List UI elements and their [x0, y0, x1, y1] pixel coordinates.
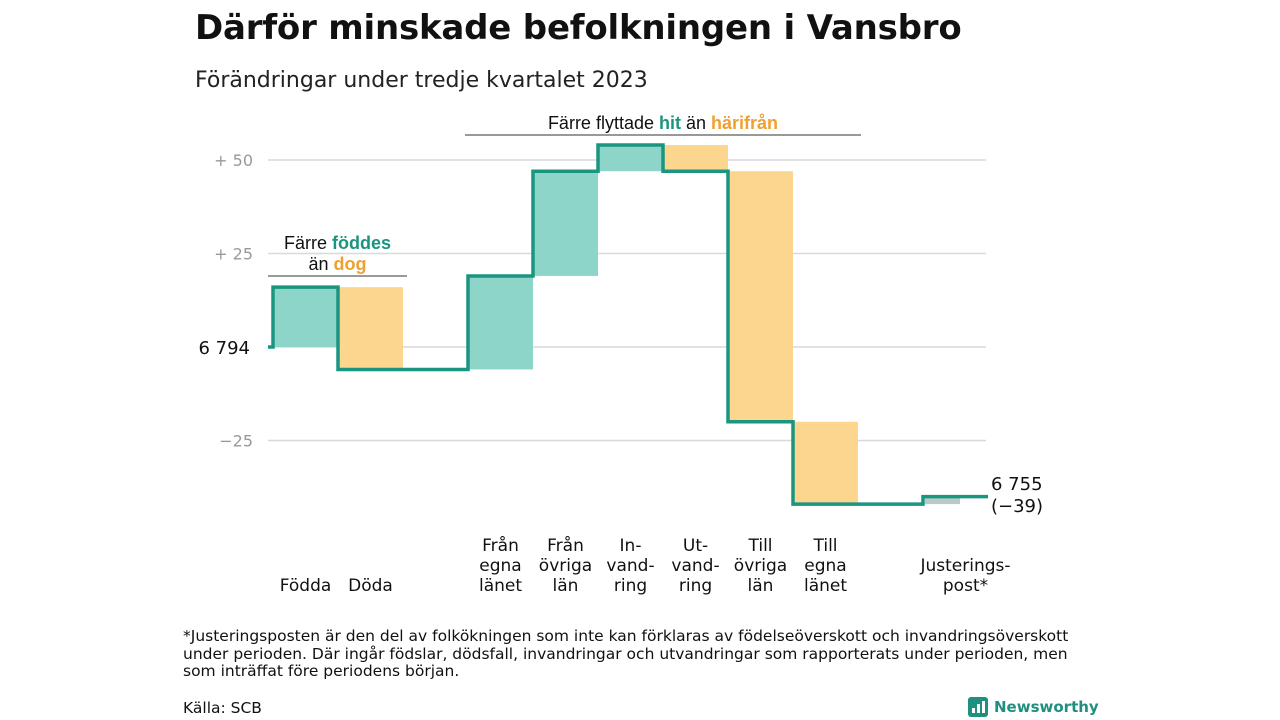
category-label: länet [479, 576, 522, 596]
waterfall-chart: + 50+ 25−25 Födda DödaFrånegnalänetFrånöv… [198, 113, 1043, 596]
footnote: *Justeringsposten är den del av folkökni… [183, 627, 1069, 680]
annotation-text: än dog [308, 254, 366, 274]
category-label: Till [812, 536, 837, 556]
brand-name: Newsworthy [994, 698, 1099, 716]
annotation-segment: hit [659, 113, 681, 133]
bar-döda [338, 287, 403, 370]
category-label: In- [620, 536, 642, 556]
category-label: län [748, 576, 774, 596]
category-label: Födda [280, 576, 332, 596]
category-label: övriga [539, 556, 592, 576]
bar-till [728, 171, 793, 422]
annotation-segment: än [681, 113, 711, 133]
category-label: Från [482, 535, 519, 556]
chart-title: Därför minskade befolkningen i Vansbro [195, 8, 962, 48]
bar-från [468, 275, 533, 370]
source: Källa: SCB [183, 699, 262, 717]
newsworthy-logo-icon [968, 697, 988, 717]
cumulative-step-line [268, 143, 988, 506]
bar-in [598, 145, 663, 172]
end-change-label: (−39) [991, 496, 1043, 517]
bar-justerings [925, 496, 960, 505]
start-value-label: 6 794 [198, 338, 250, 359]
annotation-segment: Färre flyttade [548, 113, 659, 133]
y-tick-label: + 25 [214, 245, 253, 264]
end-value-label: 6 755 [991, 474, 1043, 495]
category-label: övriga [734, 556, 787, 576]
category-label: län [553, 576, 579, 596]
category-label: ring [614, 576, 647, 596]
annotation-segment: härifrån [711, 113, 778, 133]
bar-ut [663, 145, 728, 172]
bar-från [533, 171, 598, 276]
y-tick-label: −25 [219, 432, 253, 451]
chart-subtitle: Förändringar under tredje kvartalet 2023 [195, 68, 648, 93]
category-label: Justerings- [919, 556, 1010, 576]
annotation-segment: Färre [284, 233, 332, 253]
category-label: Från [547, 535, 584, 556]
annotation-segment: dog [334, 254, 367, 274]
category-label: vand- [671, 556, 719, 576]
category-label: post* [943, 576, 988, 596]
category-label: länet [804, 576, 847, 596]
category-label: vand- [606, 556, 654, 576]
brand-logo: Newsworthy [968, 697, 1099, 717]
category-label: Ut- [683, 536, 708, 556]
category-label: Till [747, 536, 772, 556]
category-label: ring [679, 576, 712, 596]
category-label: egna [804, 556, 846, 576]
y-tick-label: + 50 [214, 151, 253, 170]
annotation-text: Färre flyttade hit än härifrån [548, 113, 778, 133]
bar-födda [273, 287, 338, 347]
annotation-segment: föddes [332, 233, 391, 253]
bar-till [793, 421, 858, 505]
annotation-segment: än [308, 254, 333, 274]
annotation-text: Färre föddes [284, 233, 391, 253]
category-label: egna [479, 556, 521, 576]
category-label: Döda [348, 576, 393, 596]
